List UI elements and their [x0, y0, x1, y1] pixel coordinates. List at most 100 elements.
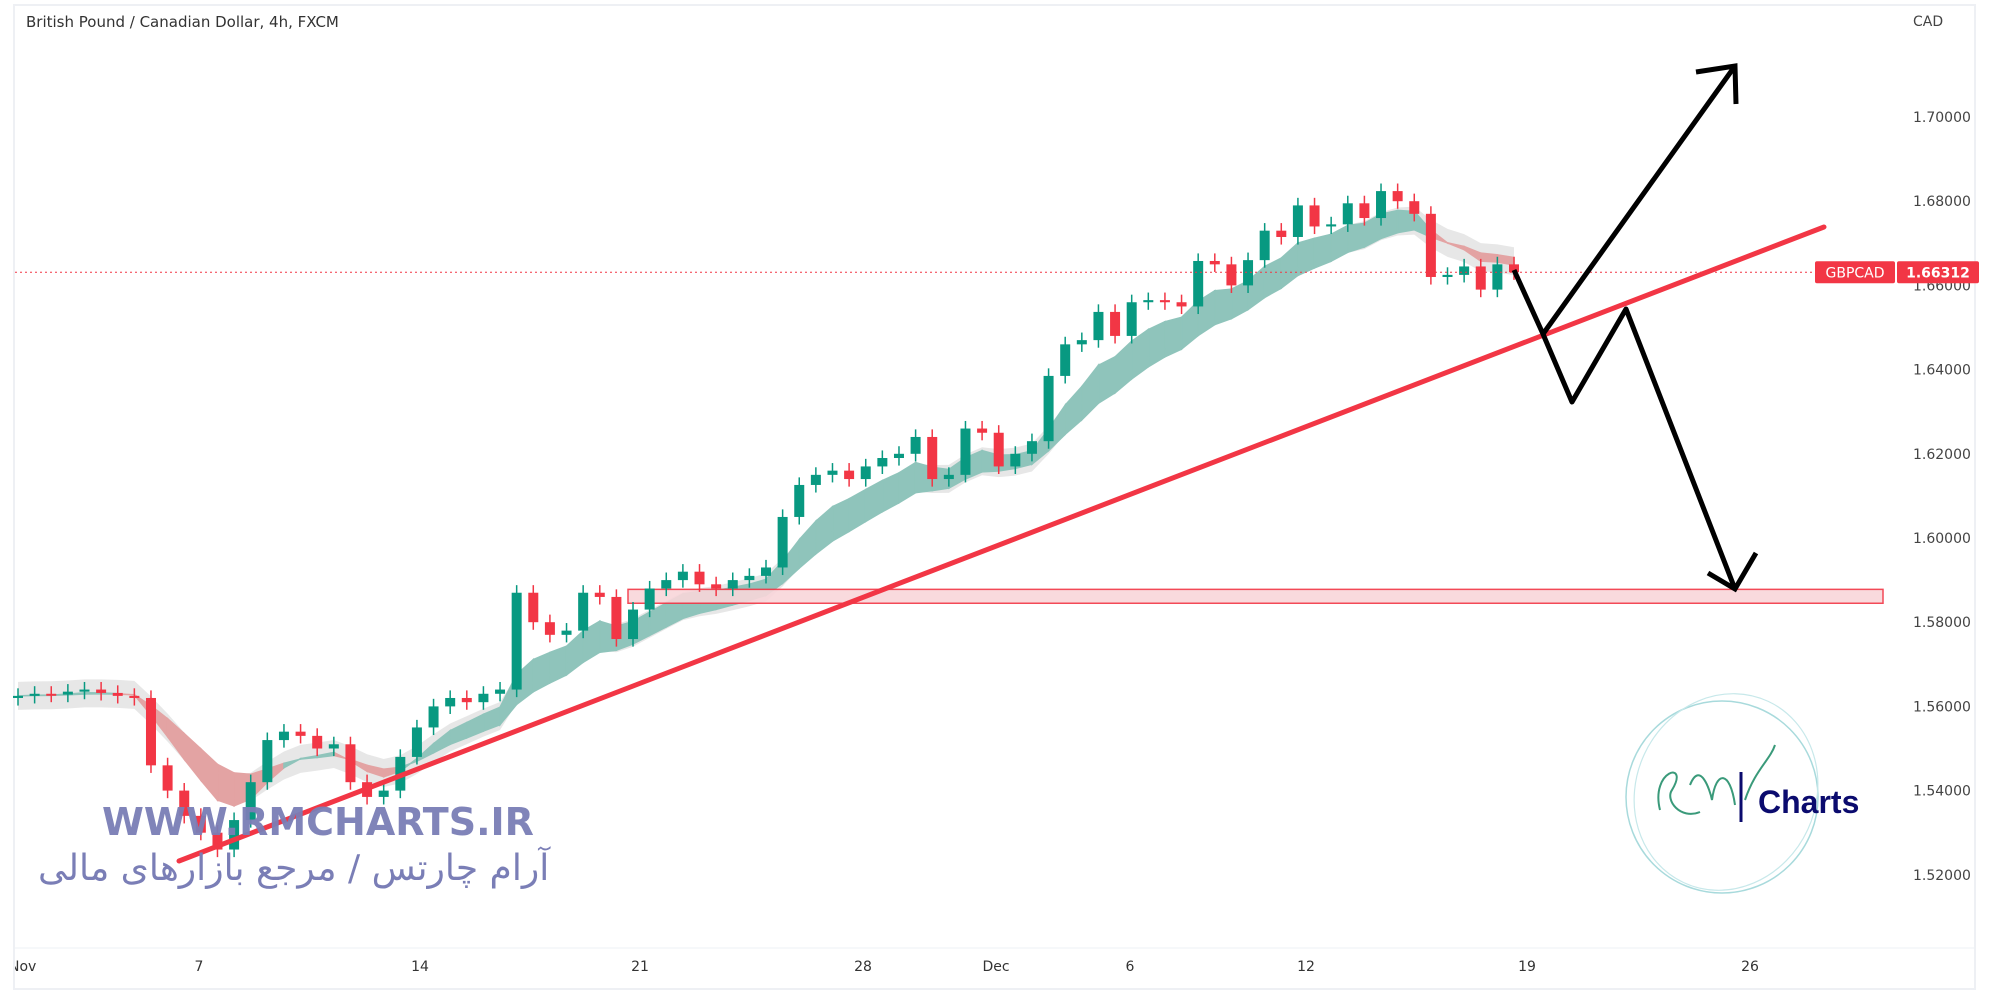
candle-body — [262, 740, 273, 783]
candle — [13, 688, 23, 706]
candle — [943, 467, 954, 487]
time-tick: 14 — [411, 959, 429, 975]
time-tick: 21 — [631, 959, 649, 975]
candle — [229, 812, 240, 858]
candle-body — [1326, 224, 1337, 227]
ema-band-segment — [1180, 299, 1199, 351]
candle-body — [278, 731, 289, 741]
candle — [628, 601, 639, 647]
time-tick: Dec — [982, 959, 1009, 975]
candle-body — [212, 832, 223, 850]
ema-band-segment — [532, 651, 551, 693]
candle-body — [1193, 260, 1204, 307]
candle — [1093, 304, 1104, 348]
candle-body — [445, 697, 456, 707]
ema-band-segment — [898, 461, 917, 505]
candle-body — [46, 693, 57, 696]
candle — [495, 681, 506, 702]
candle-body — [1060, 344, 1071, 376]
candle-body — [511, 592, 522, 690]
ema-band-segment — [1164, 316, 1183, 359]
candle — [1026, 433, 1037, 462]
candle-body — [312, 735, 323, 749]
price-tick: 1.62000 — [1913, 447, 1971, 463]
price-tick: 1.58000 — [1913, 615, 1971, 631]
candle-body — [96, 689, 107, 693]
symbol-label-bg — [1815, 261, 1895, 284]
ema-band-segment — [831, 497, 850, 543]
candle-body — [1010, 453, 1021, 467]
candle-body — [927, 436, 938, 480]
candle-body — [977, 428, 988, 433]
time-tick: 7 — [195, 959, 204, 975]
candle-body — [960, 428, 971, 475]
candle — [1209, 253, 1220, 272]
candle — [96, 681, 107, 701]
candle — [677, 564, 688, 588]
candle — [129, 688, 140, 706]
candle-body — [943, 474, 954, 480]
candle — [79, 681, 90, 700]
ema-band-segment — [1230, 279, 1249, 320]
ema-band-segment — [815, 505, 834, 556]
candle — [1425, 206, 1436, 285]
ema-band-segment — [83, 692, 102, 695]
candle-body — [910, 436, 921, 454]
ema-band-segment — [1081, 363, 1100, 422]
candle-body — [1459, 266, 1470, 275]
candle-body — [411, 727, 422, 757]
candle-body — [594, 592, 605, 597]
candle-body — [1043, 375, 1054, 442]
chart-title: British Pound / Canadian Dollar, 4h, FXC… — [26, 13, 339, 31]
candle — [295, 724, 306, 744]
trendline — [176, 224, 1827, 864]
candle-body — [578, 592, 589, 631]
ema-band-segment — [1130, 328, 1150, 381]
ema-band-segment — [848, 488, 867, 533]
candle-body — [1243, 260, 1254, 286]
chart-frame — [13, 4, 1976, 990]
candle — [262, 732, 273, 790]
candle-body — [761, 567, 771, 576]
candle-body — [62, 691, 73, 695]
candle — [1159, 292, 1170, 310]
time-tick: Nov — [9, 959, 36, 975]
ema-band-segment — [1147, 320, 1166, 369]
candle-body — [428, 706, 439, 728]
candle-body — [777, 516, 788, 568]
support-zone — [627, 588, 1884, 605]
candle-body — [13, 695, 23, 698]
watermark-persian: آرام چارتس / مرجع بازارهای مالی — [38, 848, 550, 889]
candle — [1076, 332, 1087, 352]
candle-body — [1376, 191, 1387, 219]
candle-body — [694, 571, 705, 585]
candle-body — [1259, 230, 1270, 261]
logo-script — [1657, 744, 1776, 815]
candle-body — [295, 731, 306, 736]
candle-body — [495, 689, 506, 694]
candle — [893, 446, 904, 466]
candle — [611, 589, 622, 647]
candle — [1459, 258, 1470, 283]
candle-body — [1110, 311, 1121, 336]
currency-label: CAD — [1913, 14, 1943, 30]
candle-body — [993, 432, 1004, 467]
last-price-label-bg — [1897, 261, 1979, 284]
candle — [1309, 197, 1320, 235]
candle-body — [195, 815, 206, 833]
candle-body — [229, 820, 240, 850]
candle — [378, 783, 389, 805]
candle — [1143, 292, 1154, 310]
candle-body — [1359, 203, 1370, 219]
candle — [1392, 183, 1403, 209]
price-tick: 1.54000 — [1913, 784, 1971, 800]
candle — [794, 477, 805, 525]
candle — [29, 686, 40, 704]
candle-body — [1292, 205, 1303, 237]
candle-body — [1409, 201, 1420, 214]
candle — [345, 736, 356, 790]
candle-body — [1425, 213, 1436, 277]
candle-body — [79, 689, 90, 692]
logo-ring — [1633, 693, 1819, 891]
